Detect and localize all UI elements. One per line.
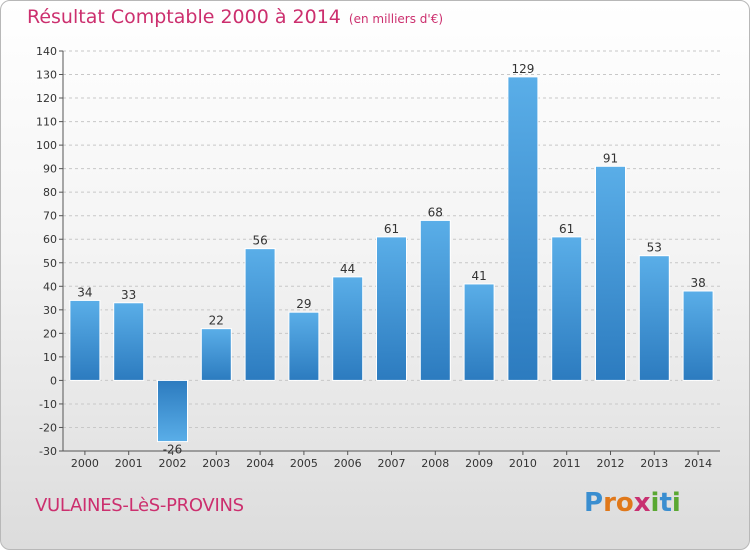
bar[interactable] — [595, 165, 626, 381]
chart-title: Résultat Comptable 2000 à 2014 (en millie… — [27, 6, 444, 28]
data-label: 129 — [511, 62, 534, 76]
y-tick-label: 120 — [36, 92, 57, 105]
x-tick-label: 2007 — [378, 457, 406, 470]
bar[interactable] — [419, 219, 451, 381]
bar[interactable] — [288, 311, 320, 381]
y-tick-label: 90 — [43, 163, 57, 176]
bar[interactable] — [157, 379, 188, 443]
data-label: 91 — [603, 151, 618, 165]
y-tick-label: 10 — [43, 351, 57, 364]
x-tick-label: 2003 — [202, 457, 230, 470]
x-tick-label: 2010 — [509, 457, 537, 470]
x-tick-label: 2002 — [159, 457, 187, 470]
bar[interactable] — [551, 236, 583, 381]
data-label: 61 — [384, 222, 399, 236]
bar[interactable] — [376, 236, 407, 381]
bar[interactable] — [113, 302, 145, 381]
proxiti-logo[interactable]: Proxiti — [584, 488, 681, 518]
y-tick-label: 80 — [43, 186, 57, 199]
bar[interactable] — [332, 276, 364, 381]
data-label: 56 — [252, 234, 267, 248]
y-tick-label: 40 — [43, 280, 57, 293]
y-tick-label: -20 — [39, 421, 57, 434]
x-tick-label: 2012 — [597, 457, 625, 470]
data-label: 22 — [209, 314, 224, 328]
y-tick-label: 130 — [36, 69, 57, 82]
x-tick-label: 2001 — [115, 457, 143, 470]
bar[interactable] — [463, 283, 495, 381]
bar[interactable] — [200, 328, 232, 381]
logo-letter: i — [650, 488, 660, 518]
data-label: 41 — [471, 269, 486, 283]
bar[interactable] — [507, 76, 539, 381]
logo-letter: r — [603, 488, 616, 518]
y-tick-label: 60 — [43, 233, 57, 246]
x-tick-label: 2004 — [246, 457, 274, 470]
x-tick-label: 2014 — [684, 457, 712, 470]
x-tick-label: 2000 — [71, 457, 99, 470]
data-label: 61 — [559, 222, 574, 236]
bar[interactable] — [638, 255, 670, 381]
x-tick-label: 2013 — [640, 457, 668, 470]
logo-letter: P — [584, 488, 604, 518]
data-label: 38 — [690, 276, 705, 290]
data-label: 33 — [121, 288, 136, 302]
x-tick-label: 2009 — [465, 457, 493, 470]
data-label: 34 — [77, 285, 92, 299]
y-tick-label: 30 — [43, 304, 57, 317]
y-tick-label: 70 — [43, 210, 57, 223]
bar[interactable] — [69, 299, 101, 381]
logo-letter: t — [659, 488, 672, 518]
y-tick-label: 110 — [36, 116, 57, 129]
y-tick-label: 140 — [36, 45, 57, 58]
data-label: 44 — [340, 262, 355, 276]
y-tick-label: -30 — [39, 445, 57, 458]
chart-subtitle: (en milliers d'€) — [348, 12, 444, 26]
x-tick-label: 2008 — [421, 457, 449, 470]
town-name: VULAINES-LèS-PROVINS — [35, 495, 244, 516]
y-tick-label: 50 — [43, 257, 57, 270]
y-tick-label: -10 — [39, 398, 57, 411]
data-label: 53 — [647, 241, 662, 255]
data-label: 68 — [428, 205, 443, 219]
x-tick-label: 2006 — [334, 457, 362, 470]
logo-letter: o — [615, 488, 634, 518]
logo-letter: i — [671, 488, 681, 518]
data-label: -26 — [163, 443, 183, 457]
y-tick-label: 0 — [50, 374, 57, 387]
y-tick-label: 100 — [36, 139, 57, 152]
x-tick-label: 2011 — [553, 457, 581, 470]
logo-letter: x — [633, 488, 651, 518]
y-tick-label: 20 — [43, 327, 57, 340]
data-label: 29 — [296, 297, 311, 311]
x-tick-label: 2005 — [290, 457, 318, 470]
bar[interactable] — [682, 290, 714, 381]
bar[interactable] — [244, 248, 276, 381]
